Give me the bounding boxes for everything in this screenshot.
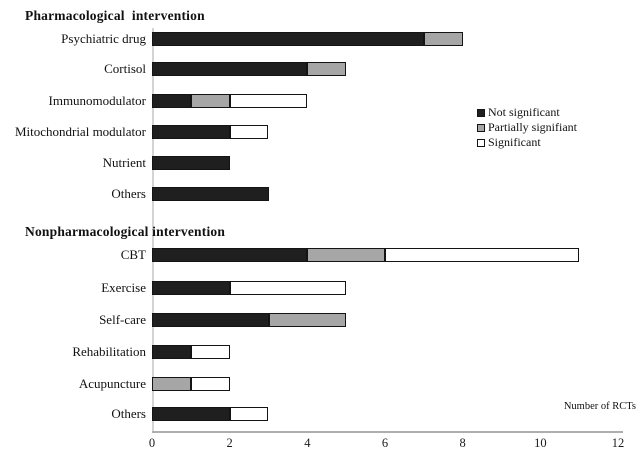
x-tick-label-2: 2: [226, 436, 233, 450]
x-tick-label-10: 10: [534, 436, 547, 450]
x-axis-line: [152, 431, 623, 433]
legend-item-not-significant: Not significant: [477, 105, 577, 120]
category-label-nutrient: Nutrient: [102, 155, 146, 170]
bar-segment-significant: [190, 345, 230, 359]
bar-segment-not-significant: [152, 62, 308, 76]
bar-segment-not-significant: [152, 187, 269, 201]
legend-marker-not-significant: [477, 108, 485, 117]
bar-segment-partially-signifiant: [307, 62, 347, 76]
bar-segment-partially-signifiant: [152, 377, 191, 391]
bar-segment-significant: [229, 407, 269, 421]
bar-segment-not-significant: [152, 248, 308, 262]
bar-segment-partially-signifiant: [190, 94, 230, 108]
section-title-pharmacological-intervention: Pharmacological intervention: [25, 8, 205, 23]
bar-segment-not-significant: [152, 313, 269, 327]
bar-segment-significant: [229, 281, 347, 295]
bar-segment-significant: [190, 377, 230, 391]
legend-label-not-significant: Not significant: [488, 105, 560, 119]
category-label-rehabilitation: Rehabilitation: [72, 344, 146, 359]
bar-segment-significant: [385, 248, 580, 262]
legend-label-significant: Significant: [488, 135, 541, 149]
legend-label-partially-signifiant: Partially signifiant: [488, 120, 577, 134]
x-tick-label-12: 12: [611, 436, 625, 450]
category-label-psychiatric-drug: Psychiatric drug: [61, 31, 146, 46]
legend-item-partially-signifiant: Partially signifiant: [477, 120, 577, 135]
category-label-self-care: Self-care: [99, 312, 146, 327]
bar-segment-not-significant: [152, 281, 230, 295]
bar-segment-not-significant: [152, 125, 230, 139]
bar-segment-not-significant: [152, 32, 424, 46]
category-label-immunomodulator: Immunomodulator: [48, 93, 147, 108]
y-axis-line: [152, 28, 154, 432]
bar-segment-significant: [229, 94, 308, 108]
category-label-others: Others: [111, 186, 146, 201]
legend-marker-significant: [477, 138, 485, 147]
legend-item-significant: Significant: [477, 135, 577, 150]
bar-segment-partially-signifiant: [307, 248, 385, 262]
category-label-mitochondrial-modulator: Mitochondrial modulator: [14, 124, 146, 139]
category-label-cortisol: Cortisol: [104, 61, 146, 76]
category-label-others: Others: [111, 406, 146, 421]
category-label-cbt: CBT: [120, 247, 146, 262]
x-axis-title: Number of RCTs: [563, 401, 636, 412]
bar-segment-partially-signifiant: [423, 32, 463, 46]
x-tick-label-6: 6: [381, 436, 389, 450]
section-title-nonpharmacological-intervention: Nonpharmacological intervention: [25, 224, 226, 239]
x-tick-label-8: 8: [459, 436, 466, 450]
x-tick-label-0: 0: [148, 436, 156, 450]
bar-segment-not-significant: [152, 156, 230, 170]
category-label-exercise: Exercise: [101, 280, 146, 295]
bar-segment-not-significant: [152, 345, 191, 359]
category-label-acupuncture: Acupuncture: [78, 376, 146, 391]
bar-segment-not-significant: [152, 407, 230, 421]
legend: Not significant Partially signifiant Signi…: [477, 105, 577, 150]
bar-segment-significant: [229, 125, 269, 139]
bar-segment-partially-signifiant: [268, 313, 347, 327]
x-tick-label-4: 4: [304, 436, 311, 450]
bar-segment-not-significant: [152, 94, 191, 108]
legend-marker-partially-signifiant: [477, 123, 485, 132]
